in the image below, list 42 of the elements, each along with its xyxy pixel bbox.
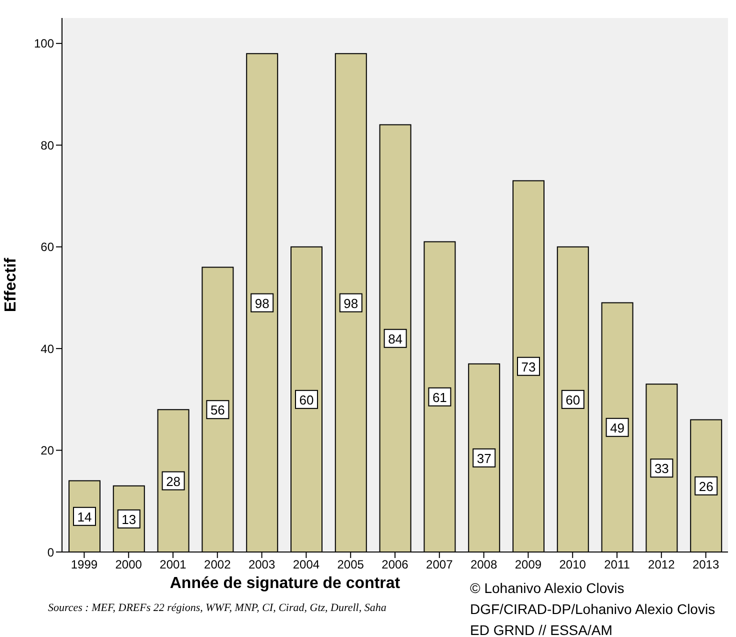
data-label: 84	[388, 331, 403, 346]
y-tick-label: 0	[47, 545, 54, 560]
y-axis-title: Effectif	[2, 257, 20, 312]
data-label: 98	[254, 296, 270, 311]
x-tick-label: 2009	[514, 558, 542, 572]
x-tick-label: 2012	[648, 558, 676, 572]
data-label: 98	[344, 296, 358, 311]
data-label: 37	[476, 450, 492, 466]
x-tick-label: 2008	[470, 558, 498, 572]
y-tick-label: 100	[34, 36, 54, 51]
x-tick-label: 1999	[70, 558, 98, 572]
data-label: 28	[166, 474, 181, 489]
x-axis-title: Année de signature de contrat	[170, 575, 401, 592]
data-label: 56	[210, 402, 225, 418]
text: © Lohanivo Alexio Clovis	[470, 579, 626, 598]
x-tick-label: 2010	[559, 558, 586, 572]
data-label: 60	[299, 392, 314, 408]
text: ED GRND // ESSA/AM	[470, 621, 614, 637]
x-tick-label: 2000	[115, 558, 142, 572]
x-tick-label: 2011	[604, 558, 630, 572]
data-label: 73	[521, 359, 536, 374]
data-label: 33	[654, 461, 669, 476]
x-tick-label: 2007	[426, 558, 454, 572]
data-label: 61	[432, 390, 447, 405]
data-label: 60	[566, 392, 580, 408]
y-tick-label: 20	[40, 444, 54, 458]
source-note: Sources : MEF, DREFs 22 régions, WWF, MNP, CI, Cirad, Gtz, Durell, Saha	[48, 601, 388, 616]
y-tick-label: 40	[40, 342, 54, 356]
x-tick-label: 2001	[160, 558, 187, 572]
x-tick-label: 2003	[248, 558, 276, 572]
data-label: 26	[698, 478, 714, 494]
y-tick-label: 80	[40, 138, 54, 152]
text: DGF/CIRAD-DP/Lohanivo Alexio Clovis	[470, 600, 716, 619]
x-tick-label: 2006	[382, 558, 409, 572]
data-label: 13	[122, 512, 136, 527]
data-label: 14	[77, 509, 92, 524]
x-tick-label: 2005	[337, 558, 364, 572]
x-tick-label: 2004	[292, 558, 320, 572]
x-tick-label: 2013	[692, 558, 720, 572]
x-tick-label: 2002	[204, 558, 232, 572]
y-tick-label: 60	[40, 240, 54, 254]
data-label: 49	[610, 420, 625, 436]
